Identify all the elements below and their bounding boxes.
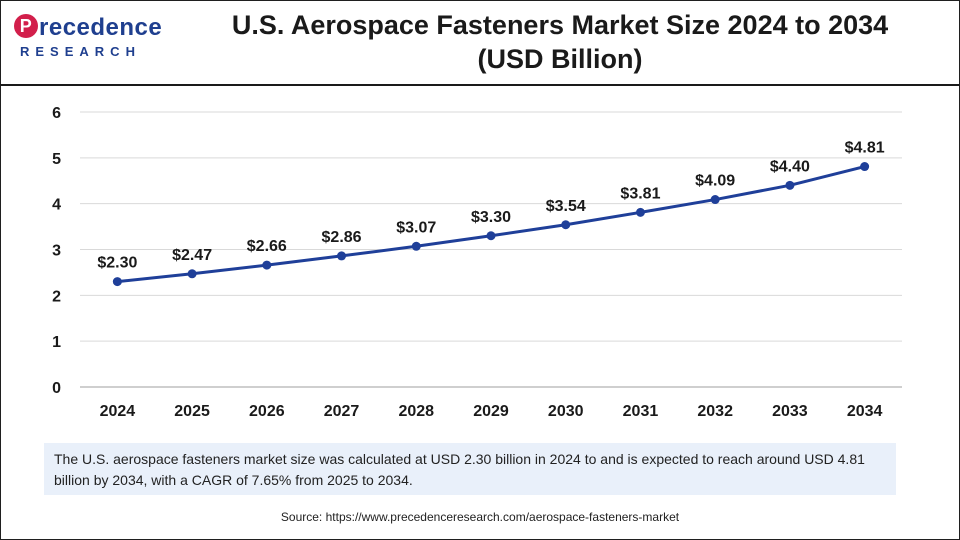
- data-label: $2.47: [172, 247, 212, 264]
- data-label: $3.54: [546, 198, 586, 215]
- y-tick-label: 1: [52, 334, 61, 351]
- logo-wordmark-text: recedence: [39, 14, 163, 41]
- data-label: $3.30: [471, 209, 511, 226]
- data-point: [486, 231, 496, 241]
- x-tick-label: 2030: [548, 403, 584, 420]
- x-tick-label: 2026: [249, 403, 285, 420]
- summary-note: The U.S. aerospace fasteners market size…: [44, 443, 896, 495]
- data-point: [337, 251, 347, 261]
- x-tick-label: 2032: [697, 403, 733, 420]
- data-point: [860, 162, 870, 172]
- chart-title-line1: U.S. Aerospace Fasteners Market Size 202…: [231, 10, 889, 40]
- data-label: $3.81: [620, 185, 660, 202]
- x-tick-label: 2027: [324, 403, 360, 420]
- data-point: [112, 277, 122, 287]
- data-label: $3.07: [396, 219, 436, 236]
- logo-subtitle: RESEARCH: [20, 44, 141, 59]
- x-tick-label: 2031: [623, 403, 659, 420]
- y-tick-label: 0: [52, 380, 61, 397]
- data-label: $4.40: [770, 158, 810, 175]
- data-point: [187, 269, 197, 279]
- y-tick-label: 2: [52, 288, 61, 305]
- y-tick-label: 3: [52, 243, 61, 260]
- data-point: [411, 241, 421, 251]
- x-tick-label: 2029: [473, 403, 509, 420]
- data-label: $2.66: [247, 238, 287, 255]
- x-tick-label: 2034: [847, 403, 883, 420]
- line-chart: 0 1 2 3 4 5 6 2024 2025 2026 2027 2028 2029 2030 2031 2…: [52, 105, 902, 420]
- source-citation: Source: https://www.precedenceresearch.c…: [280, 510, 680, 524]
- data-label: $2.30: [97, 255, 137, 272]
- chart-title: U.S. Aerospace Fasteners Market Size 202…: [200, 8, 920, 76]
- y-tick-label: 4: [52, 197, 61, 214]
- y-tick-label: 5: [52, 151, 61, 168]
- header-divider: [0, 84, 960, 86]
- chart-title-line2: (USD Billion): [477, 44, 643, 74]
- data-label: $4.81: [845, 140, 885, 157]
- y-tick-label: 6: [52, 105, 61, 122]
- data-point: [262, 260, 272, 270]
- data-point: [785, 180, 795, 190]
- data-label: $2.86: [322, 229, 362, 246]
- data-label: $4.09: [695, 173, 735, 190]
- data-point: [561, 220, 571, 230]
- x-tick-label: 2028: [398, 403, 434, 420]
- x-tick-label: 2025: [174, 403, 210, 420]
- logo-p-mark: P: [14, 14, 38, 38]
- data-point: [710, 195, 720, 205]
- data-point: [635, 207, 645, 217]
- x-tick-label: 2024: [100, 403, 136, 420]
- x-tick-label: 2033: [772, 403, 808, 420]
